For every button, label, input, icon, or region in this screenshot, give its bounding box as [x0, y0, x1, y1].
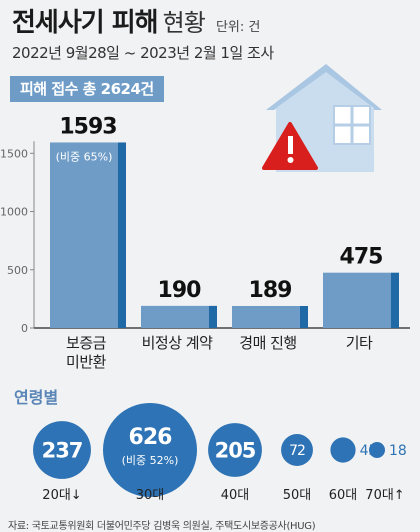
bar-value-label: 1593: [59, 114, 116, 139]
bar: [50, 142, 118, 328]
bar-value-label: 475: [340, 245, 383, 270]
bar-shade: [300, 305, 308, 328]
age-bubble: [33, 421, 91, 479]
bubble-share-annotation: (비중 52%): [122, 454, 179, 467]
warning-icon: [262, 122, 318, 170]
unit-label: 단위: 건: [215, 20, 261, 35]
category-label: 보증금: [66, 334, 107, 352]
age-category-label: 40대: [221, 488, 250, 503]
age-category-label: 50대: [283, 488, 312, 503]
share-annotation: (비중 65%): [56, 150, 113, 163]
y-tick-label: 500: [7, 264, 28, 277]
category-label: 경매 진행: [239, 334, 296, 352]
bar-shade: [209, 305, 217, 328]
age-category-label: 60대: [329, 488, 358, 503]
source-note: 자료: 국토교통위원회 더불어민주당 김병욱 의원실, 주택도시보증공사(HUG…: [8, 521, 316, 532]
age-bubble: [330, 437, 356, 463]
category-label: 기타: [346, 334, 373, 352]
bar: [323, 272, 391, 328]
age-category-label: 20대↓: [42, 488, 81, 503]
category-label: 미반환: [66, 353, 107, 371]
bubble-value-label: 237: [42, 439, 83, 463]
house-icon: [262, 64, 382, 172]
bar: [232, 305, 300, 328]
bar-shade: [391, 272, 399, 328]
bubble-value-label: 626: [129, 425, 173, 450]
bar: [141, 305, 209, 328]
page-title: 전세사기 피해 현황 단위: 건: [12, 2, 260, 39]
y-tick-label: 0: [21, 322, 28, 335]
bubble-value-label: 205: [215, 439, 256, 463]
bubble-value-label: 18: [389, 443, 407, 459]
age-category-label: 30대: [136, 488, 165, 503]
bubble-value-label: 72: [289, 443, 305, 459]
bar-value-label: 190: [158, 278, 202, 303]
y-tick-label: 1500: [0, 147, 28, 160]
title-sub: 현황: [162, 9, 206, 37]
age-bubble: [369, 442, 385, 458]
bar-shade: [118, 142, 126, 328]
bar-value-label: 189: [249, 278, 292, 303]
total-badge: 피해 접수 총 2624건: [10, 76, 164, 102]
age-bubble: [103, 403, 197, 497]
category-label: 비정상 계약: [142, 334, 213, 352]
age-bubble: [281, 434, 313, 466]
y-tick-label: 1000: [0, 206, 28, 219]
age-category-label: 70대↑: [365, 488, 404, 503]
age-chart-title: 연령별: [14, 388, 59, 407]
title-main: 전세사기 피해: [12, 8, 159, 38]
survey-period: 2022년 9월28일 ~ 2023년 2월 1일 조사: [12, 44, 274, 62]
age-bubble: [208, 423, 262, 477]
